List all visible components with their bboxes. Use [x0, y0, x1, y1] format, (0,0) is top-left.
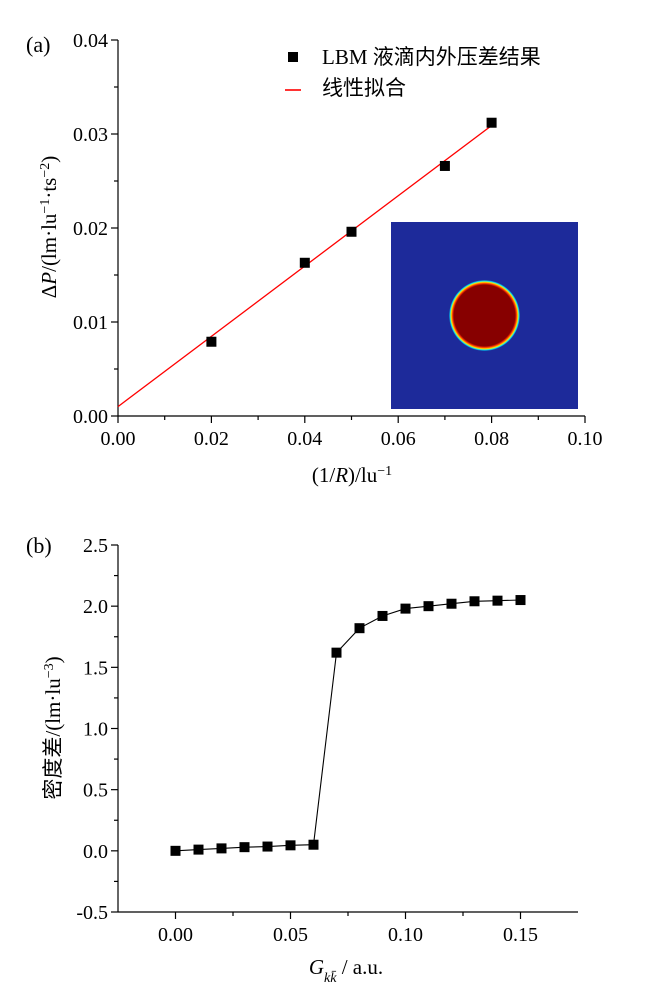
data-point	[423, 601, 434, 612]
data-point	[206, 336, 217, 347]
y-tick-label: 0.02	[73, 218, 108, 240]
b-ylabel-main: 密度差/(lm·lu	[41, 678, 65, 800]
x-tick-label: 0.08	[474, 428, 509, 450]
data-point	[262, 841, 273, 852]
panel-a-chart: (a) 0.00 0.02 0.04 0.06 0.08 0.10 0.00 0.01 0.02…	[26, 30, 603, 487]
a-xlabel-exp: −1	[377, 464, 392, 479]
droplet-inset-image	[391, 222, 578, 409]
a-ylabel-unit1: /(lm·lu	[37, 213, 61, 272]
legend-label-fit: 线性拟合	[322, 76, 406, 100]
a-ylabel-exp1: −1	[38, 199, 53, 214]
data-point	[486, 117, 497, 128]
panel-a-x-axis-label: (1/R)/lu−1	[312, 463, 392, 487]
y-tick-label: -0.5	[76, 902, 108, 924]
x-tick-label: 0.10	[568, 428, 603, 450]
data-point	[439, 160, 450, 171]
y-tick-label: 2.0	[83, 596, 108, 618]
x-tick-label: 0.06	[381, 428, 416, 450]
x-tick-label: 0.00	[101, 428, 136, 450]
data-point	[377, 610, 388, 621]
data-point	[492, 595, 503, 606]
panel-b-chart: (b) 0.00 0.05 0.10 0.15 -0.5 0.0 0.5 1.0 1.5 2.0 2…	[26, 533, 578, 986]
a-xlabel-unit: )/lu	[348, 463, 378, 487]
panel-b-label: (b)	[26, 533, 52, 558]
b-xlabel-sub: kk̄	[324, 970, 337, 986]
y-tick-label: 0.0	[83, 841, 108, 863]
legend-label-lbm: LBM 液滴内外压差结果	[322, 45, 541, 69]
panel-b-x-axis-label: Gkk̄ / a.u.	[309, 955, 383, 986]
b-ylabel-exp: −3	[42, 663, 57, 678]
x-tick-label: 0.15	[503, 924, 538, 946]
data-point	[170, 845, 181, 856]
data-point	[354, 623, 365, 634]
data-point	[515, 595, 526, 606]
legend-square-marker	[288, 52, 298, 62]
a-xlabel-r: R	[334, 463, 348, 487]
density-line	[175, 599, 521, 852]
x-tick-label: 0.02	[194, 428, 229, 450]
b-xlabel-unit: / a.u.	[336, 955, 383, 979]
y-tick-label: 0.04	[73, 30, 108, 52]
a-ylabel-exp2: −2	[38, 163, 53, 178]
data-point	[469, 596, 480, 607]
data-point	[299, 257, 310, 268]
panel-b-axes: 0.00 0.05 0.10 0.15 -0.5 0.0 0.5 1.0 1.5 2.0 2.5	[76, 535, 578, 946]
data-point	[331, 647, 342, 658]
y-tick-label: 0.5	[83, 780, 108, 802]
panel-a-axes: 0.00 0.02 0.04 0.06 0.08 0.10 0.00 0.01 0.02 0.03…	[73, 30, 603, 450]
b-ylabel-close: )	[41, 656, 65, 663]
panel-a-y-axis-label: ΔP/(lm·lu−1·ts−2)	[37, 156, 61, 298]
a-ylabel-p: P	[37, 272, 61, 286]
droplet-circle	[448, 279, 521, 352]
b-xlabel-g: G	[309, 955, 324, 979]
panel-b-y-axis-label: 密度差/(lm·lu−3)	[41, 656, 65, 799]
data-point	[400, 603, 411, 614]
x-tick-label: 0.00	[158, 924, 193, 946]
y-tick-label: 1.5	[83, 657, 108, 679]
a-xlabel-open: (1/	[312, 463, 335, 487]
y-tick-label: 0.01	[73, 312, 108, 334]
data-point	[239, 842, 250, 853]
data-point	[446, 598, 457, 609]
y-tick-label: 2.5	[83, 535, 108, 557]
panel-a-label: (a)	[26, 32, 50, 57]
a-ylabel-delta: Δ	[37, 285, 61, 299]
x-tick-label: 0.10	[388, 924, 423, 946]
data-point	[308, 839, 319, 850]
y-tick-label: 0.00	[73, 406, 108, 428]
data-point	[216, 843, 227, 854]
x-tick-label: 0.04	[287, 428, 322, 450]
panel-a-series	[117, 117, 497, 408]
data-point	[193, 844, 204, 855]
x-tick-label: 0.05	[273, 924, 308, 946]
y-tick-label: 0.03	[73, 124, 108, 146]
data-point	[285, 840, 296, 851]
panel-b-series	[170, 595, 526, 856]
a-ylabel-unit2: ·ts	[37, 178, 61, 199]
y-tick-label: 1.0	[83, 719, 108, 741]
a-ylabel-close: )	[37, 156, 61, 163]
panel-a-legend: LBM 液滴内外压差结果 线性拟合	[285, 45, 541, 100]
data-point	[346, 226, 357, 237]
